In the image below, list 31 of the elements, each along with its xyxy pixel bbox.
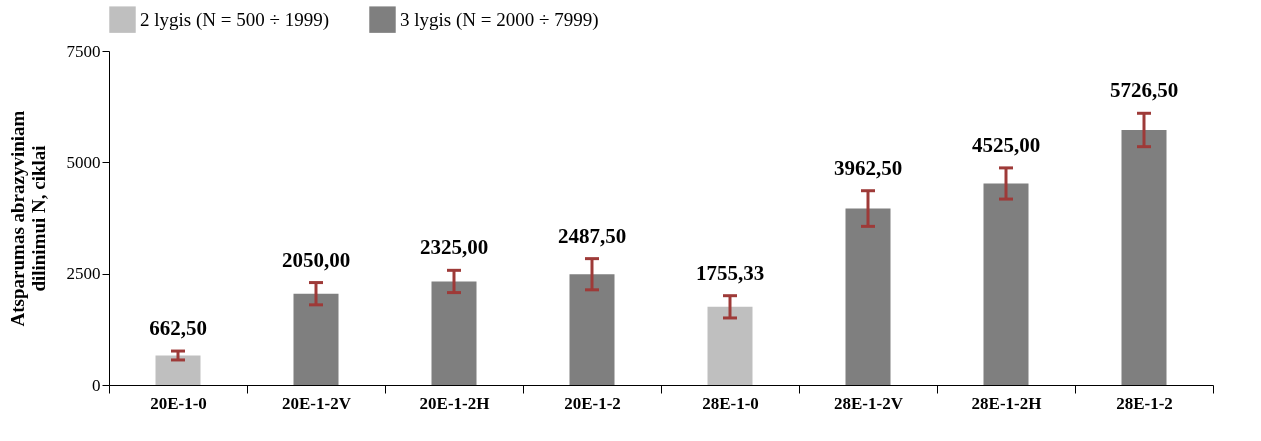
- data-label: 662,50: [149, 316, 207, 341]
- data-label: 4525,00: [971, 132, 1041, 157]
- bar: [845, 208, 891, 385]
- x-tick-label: 20E-1-2H: [419, 393, 490, 413]
- x-tick-label: 20E-1-2V: [282, 393, 352, 413]
- y-tick-label: 2500: [66, 264, 101, 284]
- bar: [569, 274, 615, 385]
- data-label: 1755,33: [695, 260, 765, 285]
- legend-label: 2 lygis (N = 500 ÷ 1999): [140, 8, 329, 31]
- x-tick-label: 28E-1-0: [702, 393, 759, 413]
- bar: [707, 306, 753, 385]
- bar: [293, 293, 339, 385]
- y-tick-label: 5000: [66, 152, 101, 172]
- legend-label: 3 lygis (N = 2000 ÷ 7999): [400, 8, 599, 31]
- data-label: 3962,50: [833, 155, 903, 180]
- x-tick-label: 28E-1-2V: [834, 393, 904, 413]
- x-tick-label: 20E-1-2: [564, 393, 621, 413]
- x-tick-label: 20E-1-0: [150, 393, 207, 413]
- y-axis-title: Atsparumas abrazyviniam dilinimui N, ciklai: [6, 110, 49, 327]
- data-label: 5726,50: [1109, 78, 1179, 103]
- bar: [431, 281, 477, 385]
- bar: [1121, 129, 1167, 385]
- data-label: 2487,50: [557, 223, 627, 248]
- y-tick-label: 7500: [66, 41, 101, 61]
- x-tick-label: 28E-1-2H: [971, 393, 1042, 413]
- y-tick-label: 0: [92, 375, 101, 395]
- data-label: 2325,00: [419, 235, 489, 260]
- data-label: 2050,00: [281, 247, 351, 272]
- bar: [983, 183, 1029, 385]
- x-tick-label: 28E-1-2: [1116, 393, 1173, 413]
- bar: [155, 355, 201, 385]
